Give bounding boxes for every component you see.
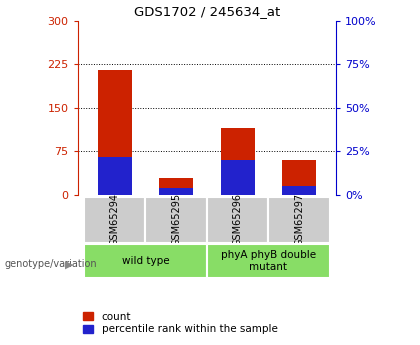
Bar [282, 160, 316, 195]
Text: GSM65297: GSM65297 [294, 194, 304, 246]
Text: genotype/variation: genotype/variation [4, 259, 97, 269]
Bar [207, 244, 330, 278]
Bar [98, 157, 131, 195]
Title: GDS1702 / 245634_at: GDS1702 / 245634_at [134, 5, 280, 18]
Text: GSM65294: GSM65294 [110, 194, 120, 246]
Bar [220, 160, 255, 195]
Text: phyA phyB double
mutant: phyA phyB double mutant [221, 250, 316, 272]
Legend: count, percentile rank within the sample: count, percentile rank within the sample [81, 309, 280, 336]
Bar [159, 188, 193, 195]
Text: GSM65295: GSM65295 [171, 194, 181, 246]
Bar [207, 197, 268, 243]
Text: ▶: ▶ [65, 260, 73, 270]
Text: GSM65296: GSM65296 [233, 194, 243, 246]
Bar [268, 197, 330, 243]
Bar [145, 197, 207, 243]
Bar [84, 197, 145, 243]
Bar [282, 186, 316, 195]
Text: wild type: wild type [121, 256, 169, 266]
Bar [98, 70, 131, 195]
Bar [84, 244, 207, 278]
Bar [220, 128, 255, 195]
Bar [159, 178, 193, 195]
